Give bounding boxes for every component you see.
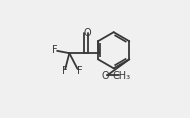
Text: F: F: [77, 66, 83, 76]
Text: O: O: [101, 71, 109, 81]
Text: F: F: [52, 45, 57, 55]
Text: CH₃: CH₃: [113, 71, 131, 81]
Text: O: O: [84, 28, 92, 38]
Text: F: F: [62, 66, 67, 76]
